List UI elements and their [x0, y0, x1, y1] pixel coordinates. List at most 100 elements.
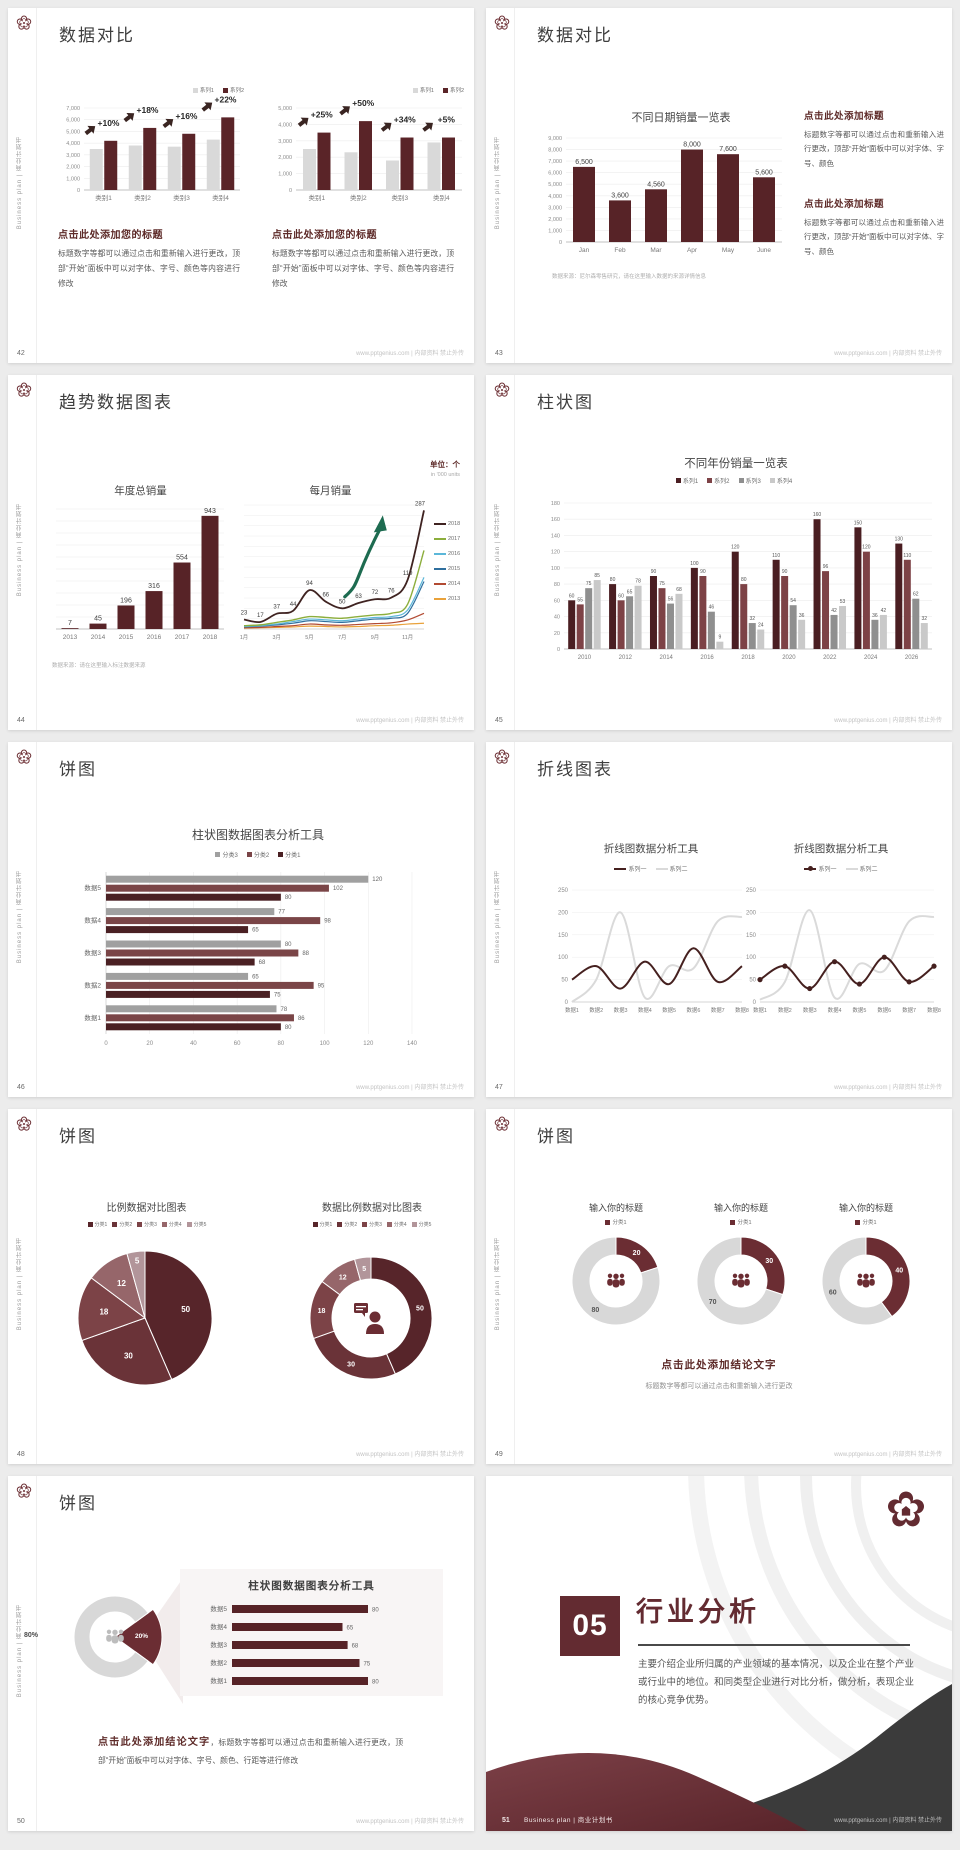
slide-thumbnail-47[interactable]: Business plan | 商业计划书 折线图表 折线图数据分析工具 折线图… — [486, 742, 952, 1097]
chart-text: 120 — [862, 545, 871, 551]
slice-label: 5 — [362, 1266, 366, 1273]
legend-swatch — [434, 538, 446, 540]
sidebar-divider-line — [36, 1109, 37, 1464]
chart-text: 2014 — [660, 655, 674, 661]
slice-label: 50 — [181, 1305, 190, 1314]
chart-text: 77 — [278, 910, 285, 916]
bar — [359, 121, 372, 190]
chart-text: 316 — [148, 583, 160, 590]
legend-label: 2013 — [448, 596, 461, 602]
chart-text: June — [757, 247, 771, 254]
legend-label: 2015 — [448, 566, 461, 572]
bar — [317, 132, 331, 190]
grouped-bar-chart: 0 1,000 2,000 3,000 4,000 5,000 类别1 类别2 类别3 类别4 +2… — [266, 94, 466, 206]
chart-text: 2014 — [91, 634, 106, 641]
pie-slice — [81, 1317, 173, 1386]
bar — [699, 576, 707, 649]
legend-label: 系列1 — [682, 479, 699, 485]
chart-text: 100 — [690, 561, 699, 567]
legend-swatch — [804, 866, 817, 871]
chart-title: 输入你的标题 — [713, 1203, 768, 1213]
legend-label: 分类5 — [193, 1222, 207, 1228]
chart-text: 数据8 — [927, 1006, 941, 1014]
legend-swatch — [192, 87, 198, 93]
legend-item: 系列2 — [442, 86, 464, 94]
legend-swatch — [675, 478, 681, 483]
chart-text: 120 — [731, 545, 740, 551]
text-block: 点击此处添加您的标题 标题数字等都可以通过点击和重新输入进行更改，顶部“开始”面… — [272, 226, 454, 291]
slide-title: 数据对比 — [59, 26, 135, 45]
slide-thumbnail-44[interactable]: Business plan | 商业计划书 趋势数据图表 单位：个 in '00… — [8, 375, 474, 730]
legend-swatch — [386, 1222, 392, 1227]
line-series — [243, 612, 425, 629]
line-chart-svg: 0 50 100 150 200 250 数据1 数据2 数据3 数据4 数据5 数据6 数据7 数据8 — [746, 888, 941, 1014]
page-number: 42 — [17, 350, 25, 357]
slide-thumbnail-43[interactable]: Business plan | 商业计划书 数据对比 不同日期销量一览表 0 1,… — [486, 8, 952, 363]
sidebar-vertical-text: Business plan | 商业计划书 — [17, 503, 23, 597]
slide-thumbnail-49[interactable]: Business plan | 商业计划书 饼图 输入你的标题 输入你的标题 输… — [486, 1109, 952, 1464]
chart-text: 100 — [558, 955, 569, 961]
slide-thumbnail-48[interactable]: Business plan | 商业计划书 饼图 比例数据对比图表 数据比例数据… — [8, 1109, 474, 1464]
bar — [106, 949, 299, 957]
chart-text: 287 — [415, 501, 426, 507]
chart-text: 140 — [551, 533, 560, 539]
sidebar-divider-line — [514, 742, 515, 1097]
slice-label: 50 — [416, 1305, 424, 1312]
block-heading: 点击此处添加您的标题 — [58, 230, 163, 241]
legend-item: 分类1 — [605, 1218, 627, 1226]
chart-text: 2012 — [619, 655, 633, 661]
page-number: 50 — [17, 1818, 25, 1825]
chart-text: +5% — [438, 115, 456, 125]
bar — [617, 600, 625, 649]
chart-text: 数据4 — [828, 1006, 842, 1014]
legend-item: 分类2 — [337, 1221, 357, 1228]
chart-text: 37 — [273, 605, 280, 611]
chart-text: +25% — [311, 110, 333, 120]
chart-text: 554 — [176, 555, 188, 562]
line-chart: 0 50 100 150 200 250 数据1 数据2 数据3 数据4 数据5 数据6 数据7 数据8 — [736, 880, 942, 1018]
pie-chart-svg — [73, 1595, 163, 1679]
donut-label-right: 20% — [135, 1633, 149, 1640]
slide-thumbnail-50[interactable]: Business plan | 商业计划书 饼图 80% 20% 柱状图数据图表… — [8, 1476, 474, 1831]
slide-title: 饼图 — [537, 1127, 575, 1146]
slice-label: 30 — [765, 1258, 773, 1265]
chart-text: 数据2 — [778, 1006, 792, 1014]
brand-logo-icon — [16, 15, 32, 31]
bar — [757, 629, 765, 649]
pie-slice — [865, 1236, 911, 1318]
slide-thumbnail-46[interactable]: Business plan | 商业计划书 饼图 柱状图数据图表分析工具 分类3… — [8, 742, 474, 1097]
data-point — [856, 981, 863, 987]
page-number: 47 — [495, 1084, 503, 1091]
chart-text: 60 — [554, 598, 560, 604]
chart-text: 4,000 — [66, 141, 80, 147]
chart-text: 1,000 — [66, 176, 80, 182]
chart-text: 80 — [285, 1025, 292, 1031]
slide-thumbnail-45[interactable]: Business plan | 商业计划书 柱状图 不同年份销量一览表 系列1 系… — [486, 375, 952, 730]
chart-text: 80 — [285, 942, 292, 948]
slice-label: 30 — [347, 1361, 355, 1368]
legend-swatch — [434, 553, 446, 555]
chart-text: Mar — [650, 247, 662, 254]
chart-text: 95 — [318, 983, 325, 989]
slide-thumbnail-51[interactable]: 05 行业分析 主要介绍企业所归属的产业领域的基本情况，以及企业在整个产业或行业… — [486, 1476, 952, 1831]
sidebar-vertical-text: Business plan | 商业计划书 — [17, 870, 23, 964]
chart-text: 5,000 — [548, 182, 562, 188]
chart-text: 130 — [895, 537, 904, 543]
chart-text: 3,000 — [66, 153, 80, 159]
donut-chart — [65, 1587, 165, 1687]
chart-text: 50 — [749, 978, 756, 984]
bar — [781, 576, 789, 649]
chart-legend: 分类1 分类2 分类3 分类4 分类5 — [62, 1221, 232, 1228]
chart-text: 数据1 — [753, 1006, 767, 1014]
chart-text: 80 — [372, 1680, 379, 1686]
legend-item: 系列二 — [845, 864, 878, 873]
up-arrow-icon — [380, 122, 392, 132]
sidebar-vertical-text: Business plan | 商业计划书 — [17, 1604, 23, 1698]
slide-thumbnail-42[interactable]: Business plan | 商业计划书 数据对比 系列1 系列2 系列1 系列2… — [8, 8, 474, 363]
hbar-chart-svg: 0 20 40 60 80 100 120 140 数据5 120 102 80 数据4 77 98 65 数据… — [84, 872, 418, 1047]
chart-text: 88 — [302, 951, 309, 957]
chart-text: 1月 — [240, 634, 248, 641]
horizontal-bar-chart: 0 20 40 60 80 100 120 140 数据5 120 102 80 数据4 77 98 65 数据… — [68, 868, 440, 1048]
bar — [753, 177, 775, 242]
chart-text: 数据2 — [84, 980, 101, 989]
